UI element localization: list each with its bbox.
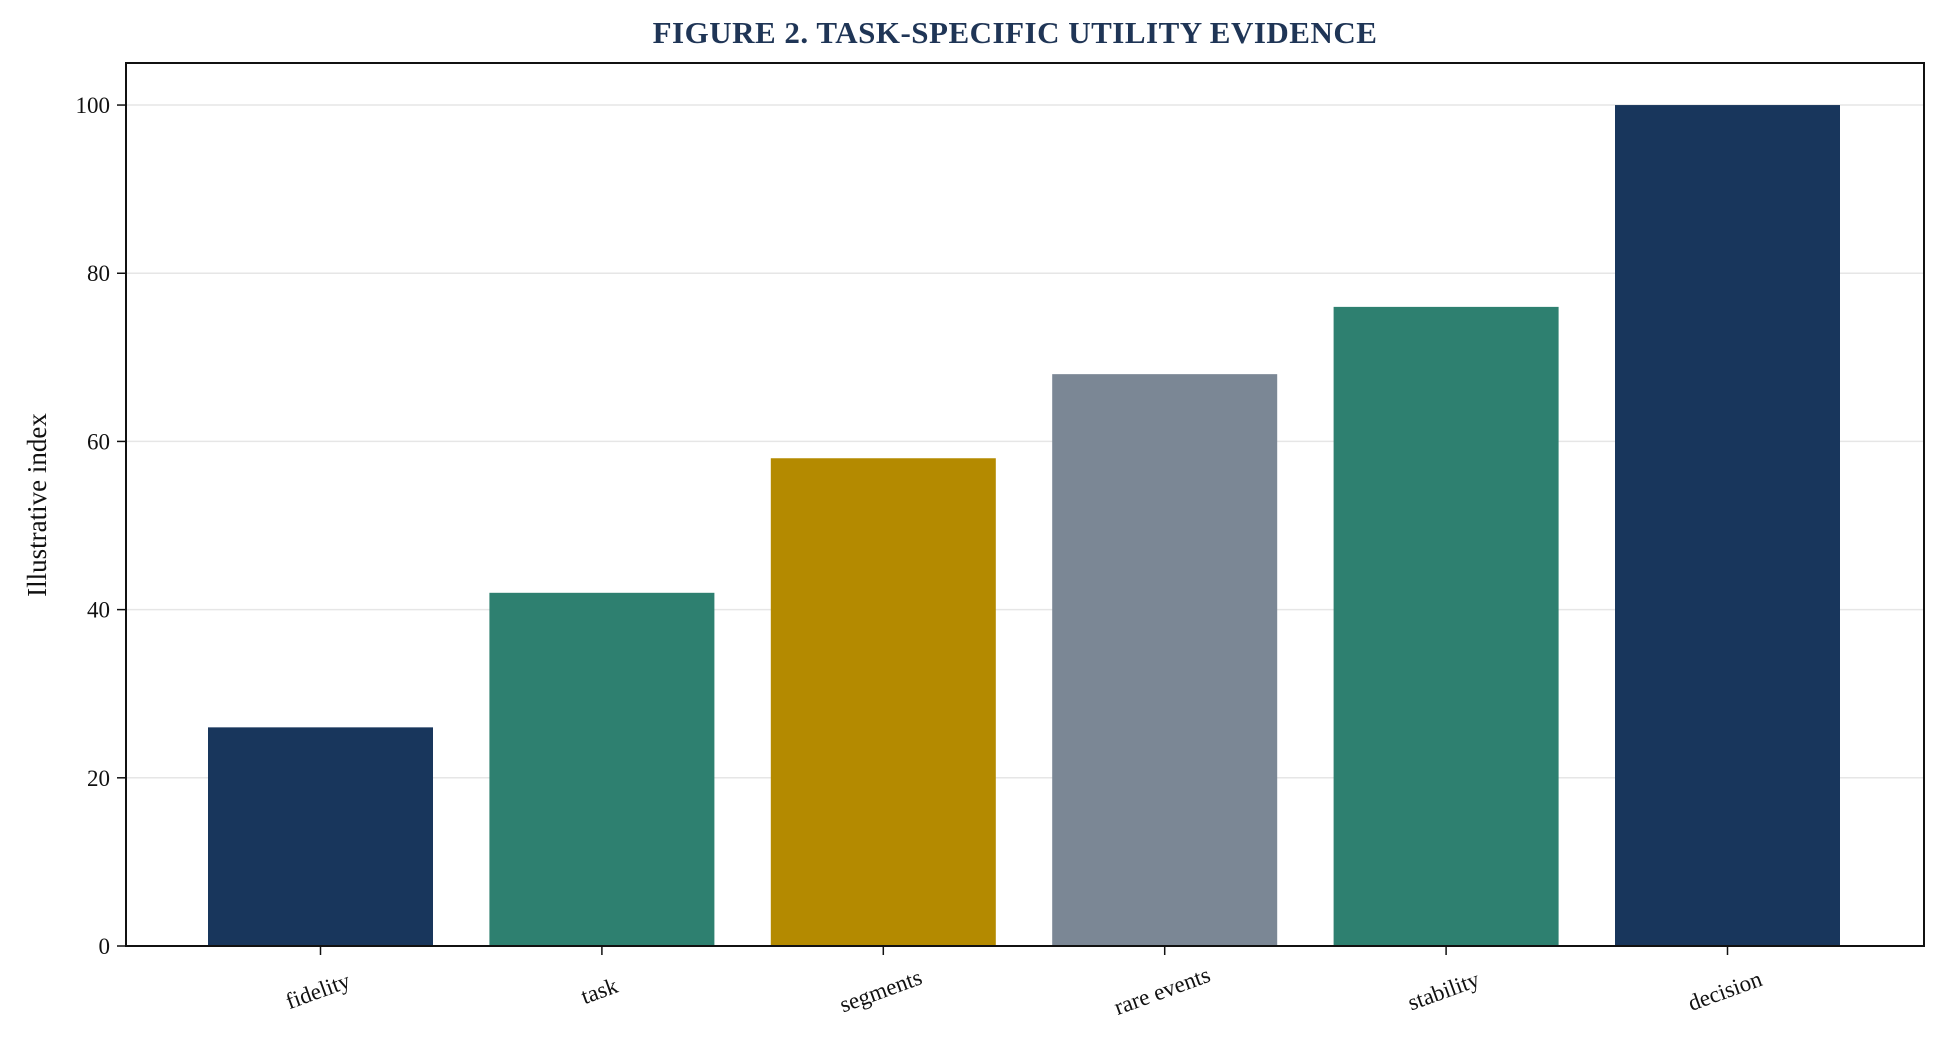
x-tick-label: rare events (1111, 962, 1214, 1020)
y-tick-label: 0 (99, 934, 111, 959)
bar-decision (1615, 105, 1840, 947)
x-tick-label: fidelity (282, 968, 353, 1014)
bar-task (489, 592, 715, 946)
chart-title: FIGURE 2. TASK-SPECIFIC UTILITY EVIDENCE (653, 15, 1378, 50)
plot-frame (125, 62, 1925, 947)
x-tick-label: decision (1685, 966, 1766, 1016)
x-tick-label: stability (1404, 966, 1483, 1015)
x-tick-label: segments (836, 965, 925, 1018)
y-tick-label: 60 (87, 429, 110, 454)
bar-rare-events (1052, 374, 1278, 947)
y-axis-label: Illustrative index (22, 413, 52, 597)
y-tick-label: 20 (87, 766, 110, 791)
bars (208, 105, 1840, 947)
y-axis: 0 20 40 60 80 100 (76, 93, 126, 959)
y-tick-label: 100 (76, 93, 111, 118)
bar-segments (770, 458, 996, 946)
y-tick-label: 80 (87, 261, 110, 286)
x-tick-label: task (578, 973, 622, 1009)
bar-stability (1333, 306, 1559, 946)
bar-fidelity (208, 727, 433, 946)
x-axis: fidelity task segments rare events stability… (282, 946, 1766, 1020)
y-tick-label: 40 (87, 598, 110, 623)
